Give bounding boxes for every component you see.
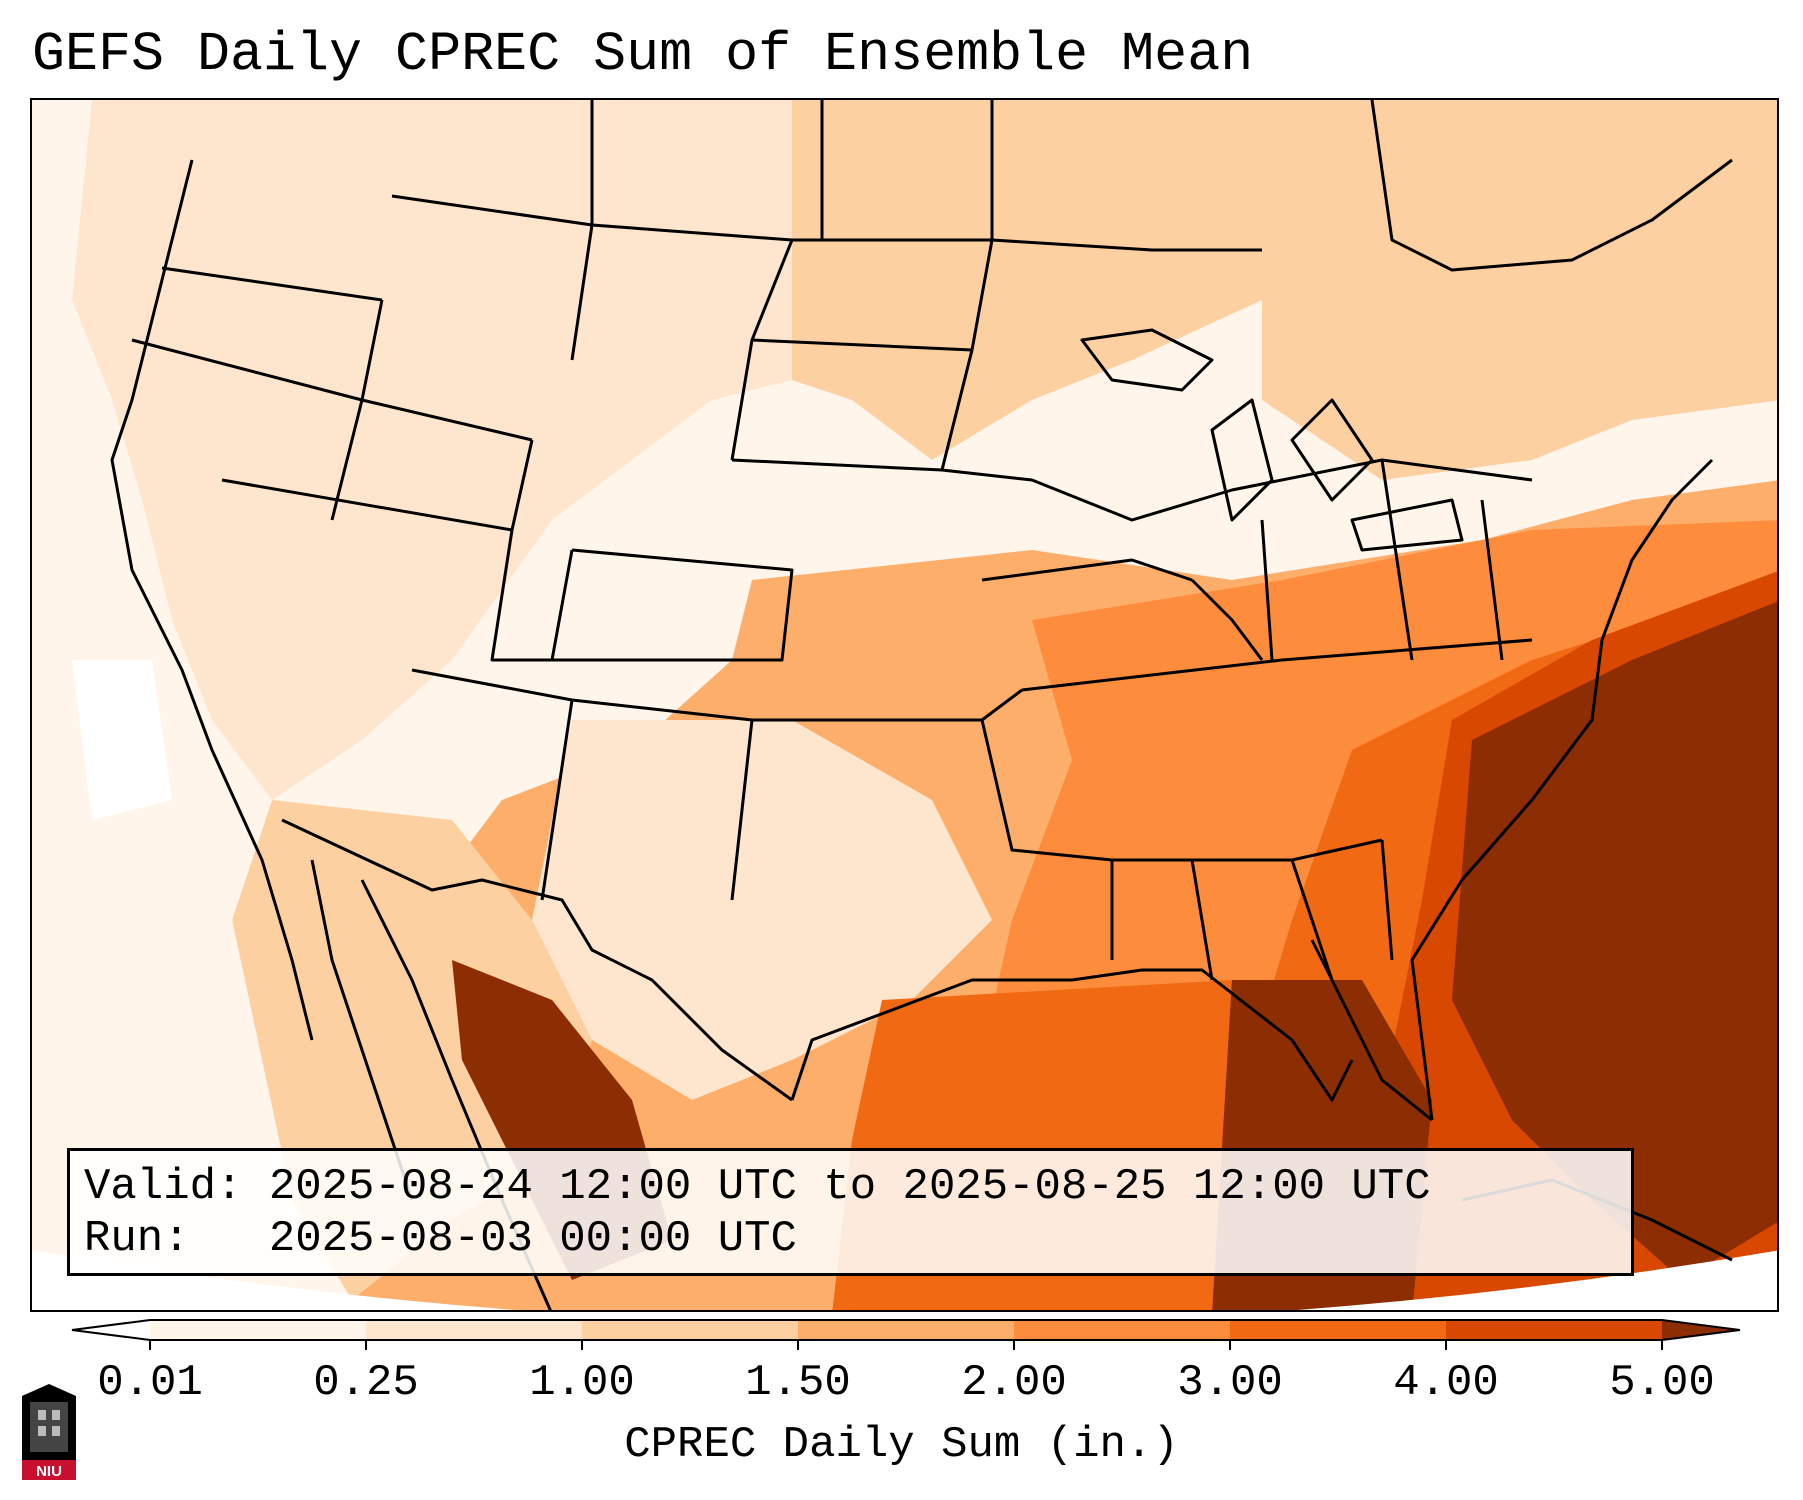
- valid-time-text: Valid: 2025-08-24 12:00 UTC to 2025-08-2…: [84, 1162, 1431, 1212]
- colorbar-tick-label: 5.00: [1609, 1358, 1715, 1408]
- colorbar-label: CPREC Daily Sum (in.): [624, 1420, 1179, 1470]
- colorbar-segment: [582, 1320, 799, 1340]
- precipitation-map: [30, 98, 1779, 1312]
- map-title: GEFS Daily CPREC Sum of Ensemble Mean: [32, 23, 1254, 86]
- colorbar-tick-label: 1.00: [529, 1358, 635, 1408]
- colorbar-over-triangle: [1662, 1320, 1740, 1340]
- projection-edge: [32, 1250, 1777, 1310]
- svg-text:NIU: NIU: [36, 1463, 62, 1480]
- validity-info-box: Valid: 2025-08-24 12:00 UTC to 2025-08-2…: [67, 1148, 1634, 1276]
- colorbar: [71, 1319, 1741, 1350]
- colorbar-under-triangle: [72, 1320, 150, 1340]
- colorbar-tick-label: 3.00: [1177, 1358, 1283, 1408]
- colorbar-tick-label: 1.50: [745, 1358, 851, 1408]
- colorbar-segment: [1230, 1320, 1447, 1340]
- colorbar-segment: [798, 1320, 1015, 1340]
- colorbar-tick-label: 4.00: [1393, 1358, 1499, 1408]
- colorbar-tick-label: 0.01: [97, 1358, 203, 1408]
- colorbar-segment: [1446, 1320, 1663, 1340]
- precip-field: [32, 100, 1777, 1310]
- colorbar-tick-label: 2.00: [961, 1358, 1067, 1408]
- run-time-text: Run: 2025-08-03 00:00 UTC: [84, 1214, 797, 1264]
- colorbar-segment: [1014, 1320, 1231, 1340]
- niu-logo: NIU: [22, 1384, 76, 1480]
- colorbar-segment: [366, 1320, 583, 1340]
- political-boundaries: [110, 100, 1733, 1310]
- colorbar-segment: [150, 1320, 367, 1340]
- colorbar-tick-label: 0.25: [313, 1358, 419, 1408]
